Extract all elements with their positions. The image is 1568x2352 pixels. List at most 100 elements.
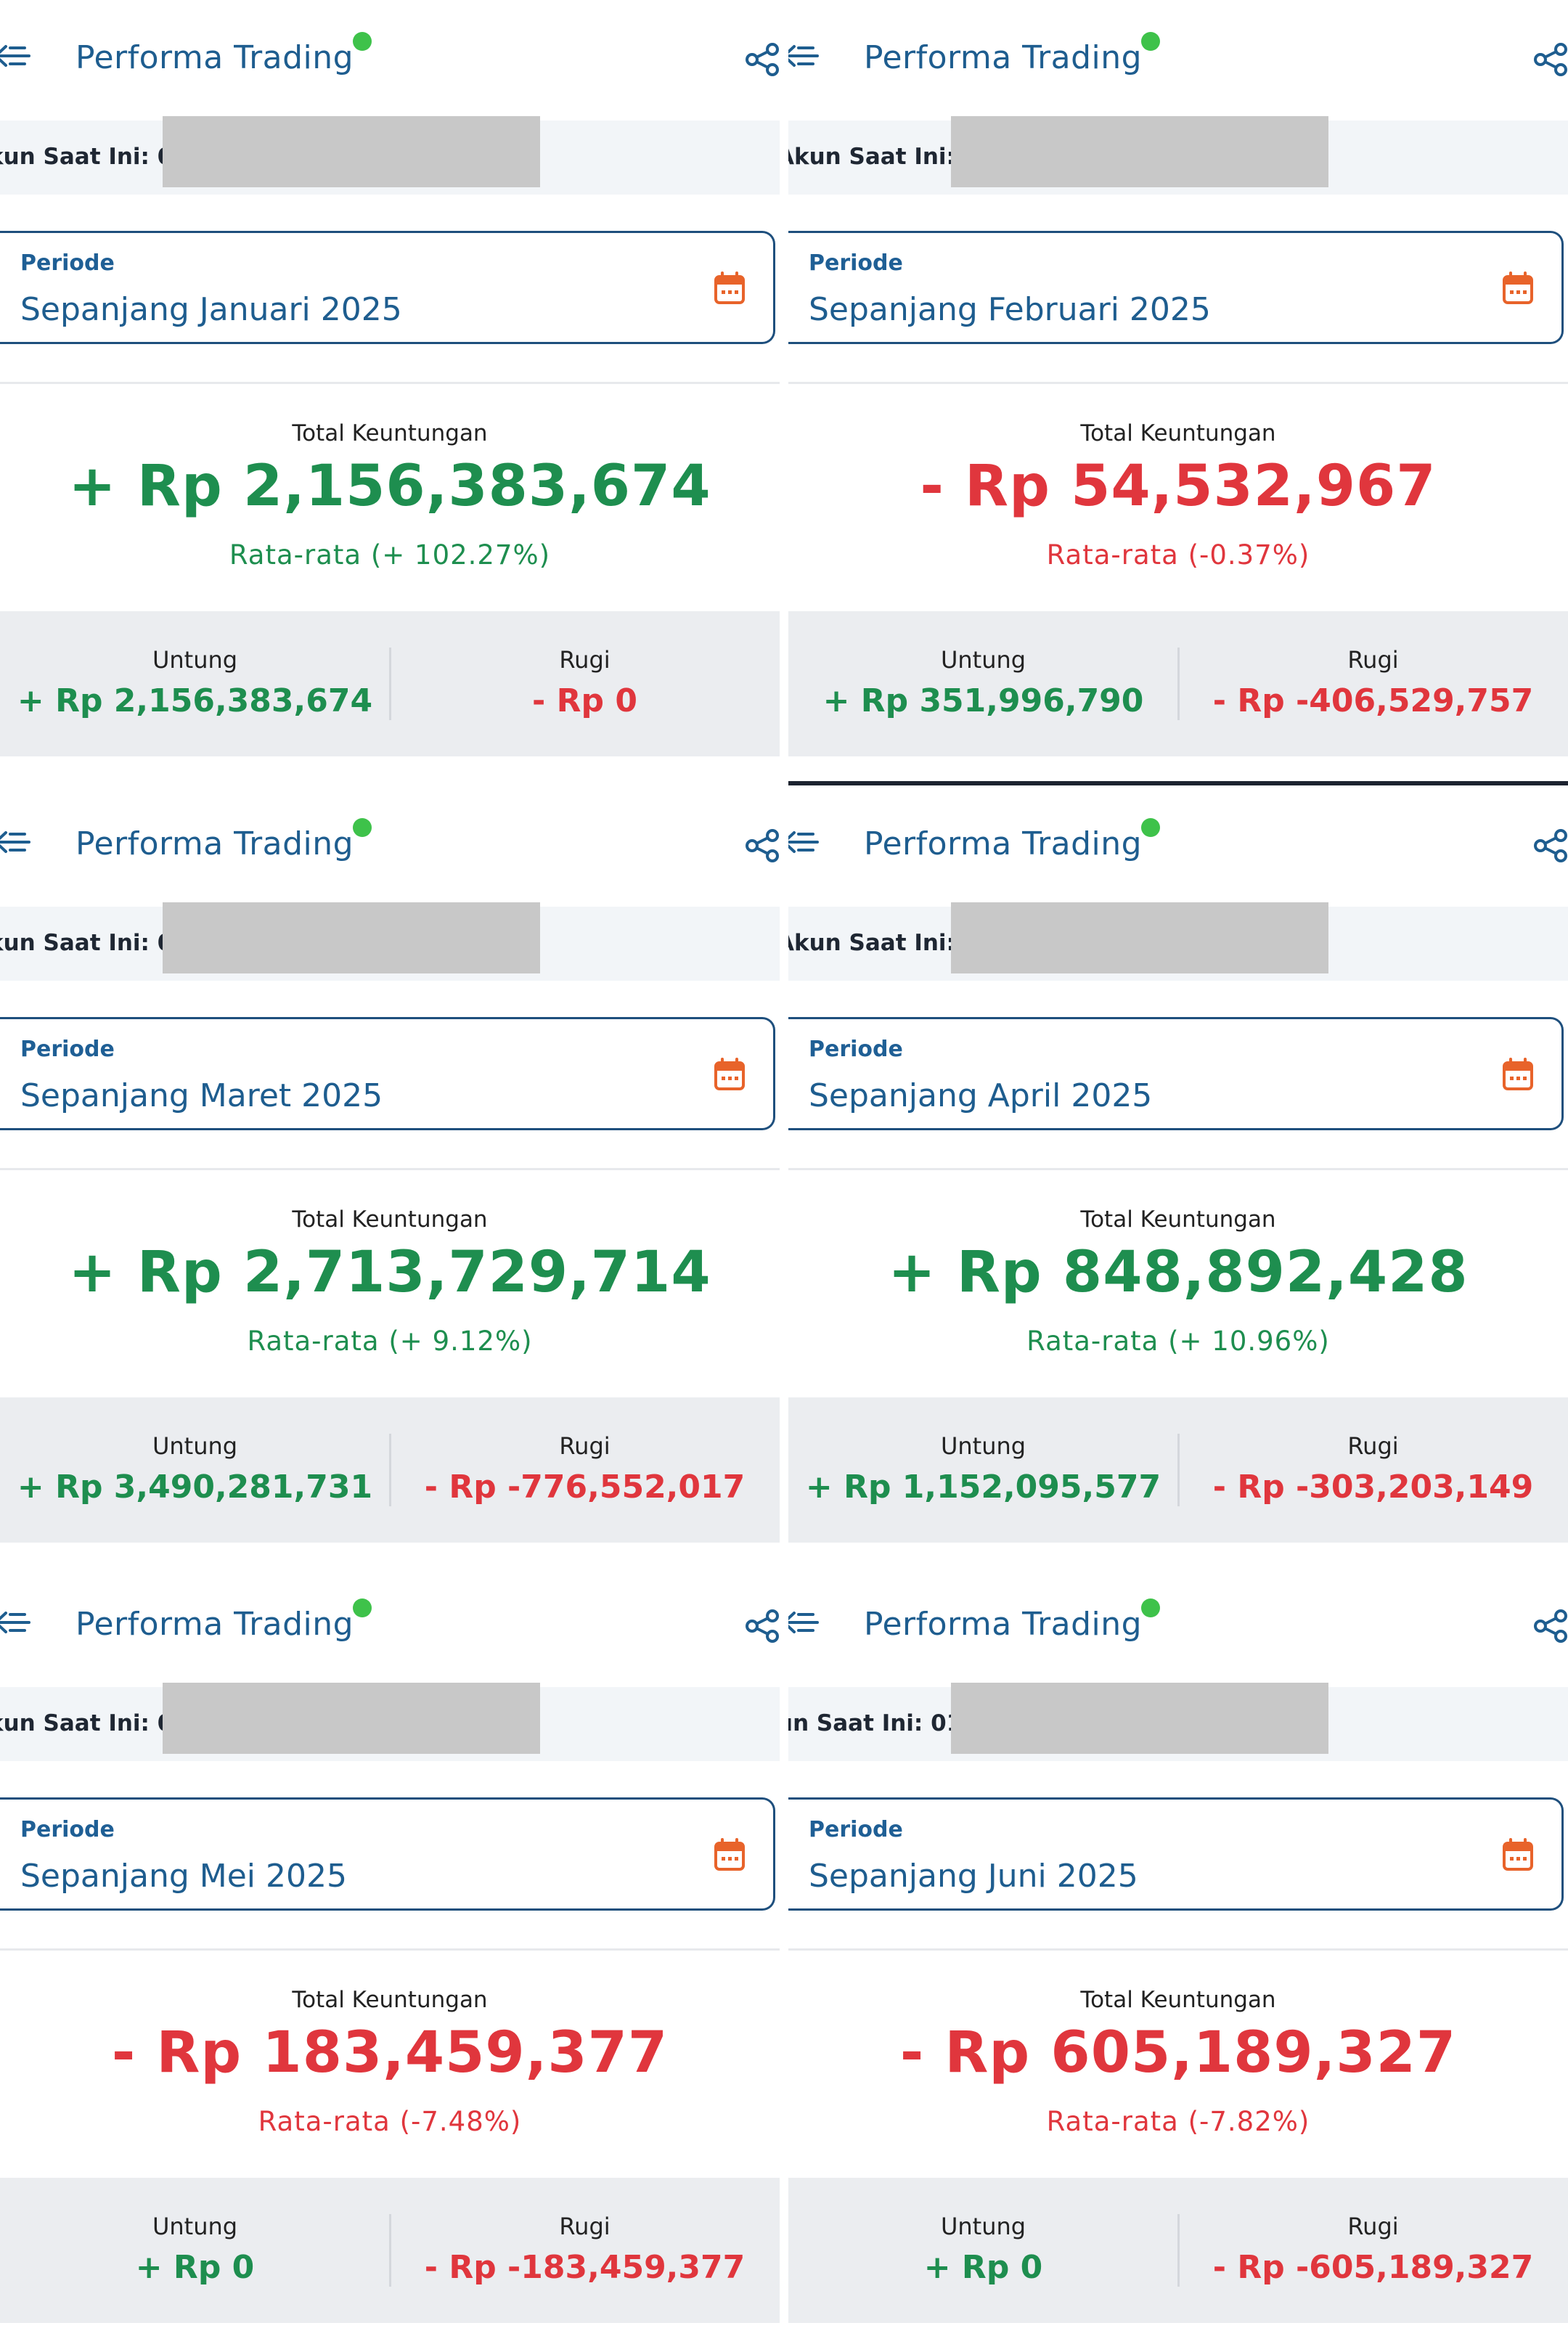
average-percentage: Rata-rata (+ 102.27%) xyxy=(229,539,551,571)
period-selector[interactable]: Periode Sepanjang Mei 2025 xyxy=(0,1797,775,1911)
total-profit-label: Total Keuntungan xyxy=(292,420,488,446)
column-divider xyxy=(1177,2214,1180,2287)
period-label: Periode xyxy=(20,250,115,276)
back-arrow-icon[interactable] xyxy=(0,1600,36,1645)
redacted-account-number xyxy=(163,902,540,973)
loss-column: Rugi - Rp -303,203,149 xyxy=(1178,1397,1568,1543)
column-gap xyxy=(780,0,788,2352)
profit-loss-breakdown: Untung + Rp 0 Rugi - Rp -183,459,377 xyxy=(0,2178,780,2323)
total-profit-card: Total Keuntungan + Rp 2,713,729,714 Rata… xyxy=(0,1168,780,1401)
page-title: Performa Trading xyxy=(75,1606,354,1643)
calendar-icon[interactable] xyxy=(1502,271,1534,306)
period-label: Periode xyxy=(809,250,903,276)
total-profit-value: - Rp 54,532,967 xyxy=(920,454,1437,519)
column-divider xyxy=(1177,1434,1180,1506)
profit-column: Untung + Rp 3,490,281,731 xyxy=(0,1397,390,1543)
page-title: Performa Trading xyxy=(75,825,354,862)
status-dot-icon xyxy=(1141,818,1160,837)
calendar-icon[interactable] xyxy=(714,271,746,306)
period-selector[interactable]: Periode Sepanjang Juni 2025 xyxy=(788,1797,1564,1911)
total-profit-label: Total Keuntungan xyxy=(1080,1206,1276,1233)
loss-label: Rugi xyxy=(1347,1432,1399,1460)
loss-label: Rugi xyxy=(1347,646,1399,674)
total-profit-label: Total Keuntungan xyxy=(292,1206,488,1233)
app-header: Performa Trading xyxy=(0,0,780,116)
share-icon[interactable] xyxy=(745,42,780,77)
calendar-icon[interactable] xyxy=(1502,1837,1534,1872)
profit-value: + Rp 0 xyxy=(135,2249,255,2286)
total-profit-value: + Rp 2,713,729,714 xyxy=(68,1240,711,1305)
share-icon[interactable] xyxy=(1533,828,1568,863)
profit-label: Untung xyxy=(940,646,1026,674)
profit-column: Untung + Rp 0 xyxy=(788,2178,1178,2323)
profit-loss-breakdown: Untung + Rp 3,490,281,731 Rugi - Rp -776… xyxy=(0,1397,780,1543)
status-dot-icon xyxy=(353,1598,372,1617)
account-bar: Akun Saat Ini: 01 xyxy=(788,116,1568,195)
total-profit-label: Total Keuntungan xyxy=(1080,420,1276,446)
profit-value: + Rp 351,996,790 xyxy=(822,682,1144,719)
calendar-icon[interactable] xyxy=(714,1057,746,1092)
total-profit-label: Total Keuntungan xyxy=(1080,1987,1276,2013)
loss-label: Rugi xyxy=(1347,2213,1399,2240)
status-dot-icon xyxy=(353,32,372,51)
account-label: kun Saat Ini: 01 xyxy=(0,930,189,956)
back-arrow-icon[interactable] xyxy=(0,33,36,78)
loss-label: Rugi xyxy=(559,1432,611,1460)
share-icon[interactable] xyxy=(745,1609,780,1643)
page-title: Performa Trading xyxy=(864,39,1143,76)
column-divider xyxy=(389,1434,391,1506)
profit-value: + Rp 1,152,095,577 xyxy=(805,1469,1161,1506)
panel-separator-line xyxy=(788,781,1568,785)
average-percentage: Rata-rata (-7.48%) xyxy=(258,2106,522,2137)
loss-value: - Rp -776,552,017 xyxy=(424,1469,746,1506)
calendar-icon[interactable] xyxy=(1502,1057,1534,1092)
share-icon[interactable] xyxy=(1533,1609,1568,1643)
period-value: Sepanjang Juni 2025 xyxy=(809,1858,1138,1895)
status-dot-icon xyxy=(1141,1598,1160,1617)
performance-panel-june: Performa Trading un Saat Ini: 01 Periode… xyxy=(788,1567,1568,2347)
profit-loss-breakdown: Untung + Rp 0 Rugi - Rp -605,189,327 xyxy=(788,2178,1568,2323)
back-arrow-icon[interactable] xyxy=(0,820,36,865)
page-title: Performa Trading xyxy=(864,825,1143,862)
average-percentage: Rata-rata (+ 10.96%) xyxy=(1026,1326,1330,1357)
redacted-account-number xyxy=(163,116,540,187)
performance-panel-march: Performa Trading kun Saat Ini: 01 Period… xyxy=(0,786,780,1567)
profit-label: Untung xyxy=(940,1432,1026,1460)
loss-value: - Rp -303,203,149 xyxy=(1212,1469,1534,1506)
app-header: Performa Trading xyxy=(788,0,1568,116)
period-value: Sepanjang Februari 2025 xyxy=(809,291,1211,328)
account-bar: kun Saat Ini: 01 xyxy=(0,116,780,195)
page-title: Performa Trading xyxy=(75,39,354,76)
account-bar: un Saat Ini: 01 xyxy=(788,1683,1568,1761)
period-label: Periode xyxy=(20,1817,115,1842)
back-arrow-icon[interactable] xyxy=(788,33,825,78)
period-selector[interactable]: Periode Sepanjang Januari 2025 xyxy=(0,231,775,344)
back-arrow-icon[interactable] xyxy=(788,1600,825,1645)
share-icon[interactable] xyxy=(1533,42,1568,77)
period-label: Periode xyxy=(809,1037,903,1062)
profit-value: + Rp 3,490,281,731 xyxy=(17,1469,373,1506)
column-divider xyxy=(389,2214,391,2287)
account-label: kun Saat Ini: 01 xyxy=(0,1710,189,1736)
calendar-icon[interactable] xyxy=(714,1837,746,1872)
period-selector[interactable]: Periode Sepanjang April 2025 xyxy=(788,1017,1564,1130)
profit-loss-breakdown: Untung + Rp 2,156,383,674 Rugi - Rp 0 xyxy=(0,611,780,756)
loss-value: - Rp -183,459,377 xyxy=(424,2249,746,2286)
share-icon[interactable] xyxy=(745,828,780,863)
loss-value: - Rp -406,529,757 xyxy=(1212,682,1534,719)
total-profit-value: + Rp 2,156,383,674 xyxy=(68,454,711,519)
period-selector[interactable]: Periode Sepanjang Februari 2025 xyxy=(788,231,1564,344)
total-profit-value: - Rp 605,189,327 xyxy=(899,2020,1457,2086)
redacted-account-number xyxy=(163,1683,540,1754)
period-selector[interactable]: Periode Sepanjang Maret 2025 xyxy=(0,1017,775,1130)
performance-panel-april: Performa Trading Akun Saat Ini: 01 Perio… xyxy=(788,786,1568,1567)
redacted-account-number xyxy=(951,902,1328,973)
total-profit-card: Total Keuntungan + Rp 2,156,383,674 Rata… xyxy=(0,382,780,615)
back-arrow-icon[interactable] xyxy=(788,820,825,865)
total-profit-value: + Rp 848,892,428 xyxy=(888,1240,1469,1305)
account-label: un Saat Ini: 01 xyxy=(788,1710,963,1736)
status-dot-icon xyxy=(1141,32,1160,51)
profit-column: Untung + Rp 0 xyxy=(0,2178,390,2323)
period-value: Sepanjang Januari 2025 xyxy=(20,291,402,328)
column-divider xyxy=(1177,648,1180,720)
